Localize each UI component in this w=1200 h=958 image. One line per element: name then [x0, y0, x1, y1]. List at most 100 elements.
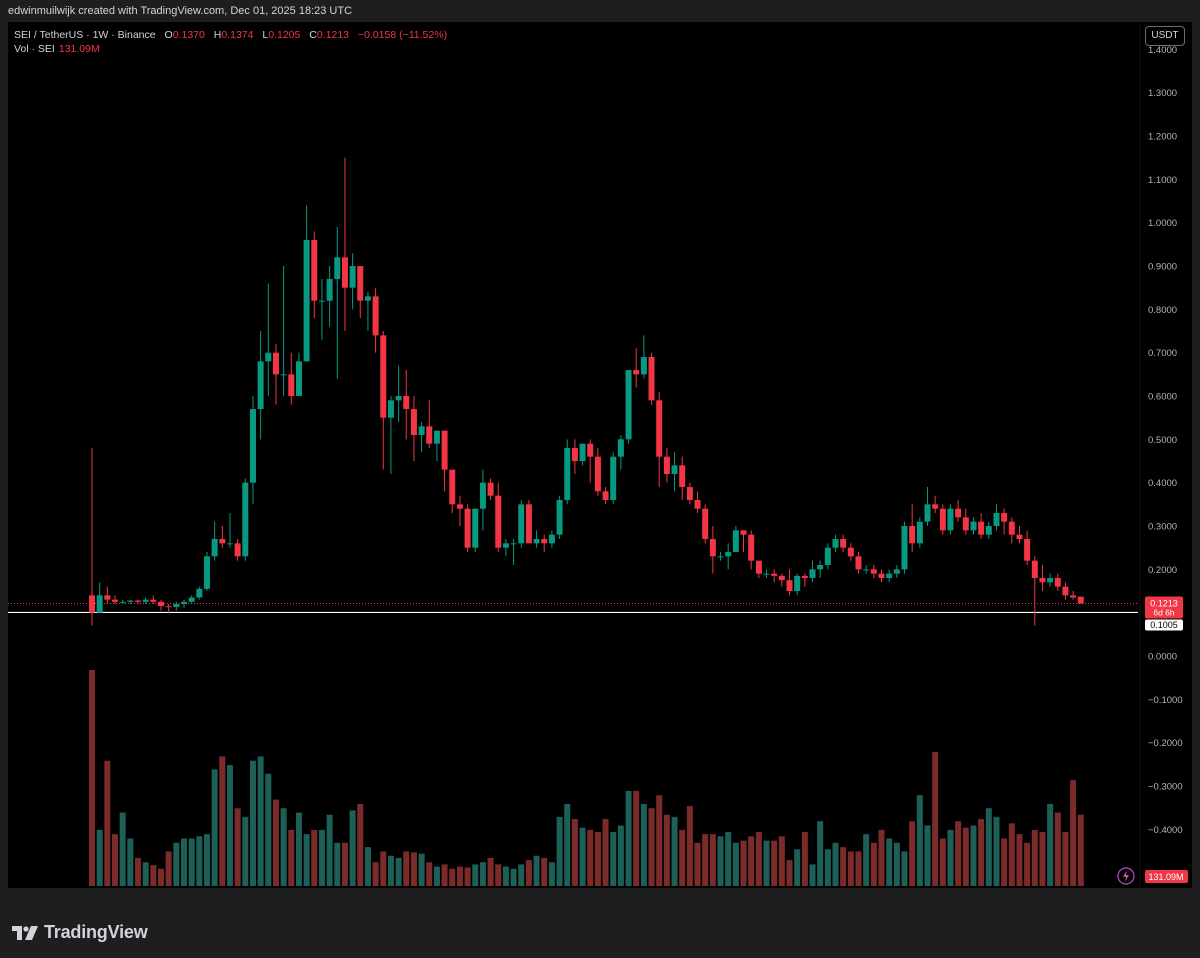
candle-body — [295, 361, 302, 397]
candle-body — [571, 448, 578, 462]
candle-body — [556, 500, 563, 535]
volume-bar — [380, 851, 387, 886]
volume-value: 131.09M — [58, 43, 100, 55]
volume-bar — [579, 827, 586, 886]
candle-body — [487, 482, 494, 496]
volume-bar — [748, 836, 755, 886]
volume-bar — [671, 816, 678, 886]
volume-bar — [219, 756, 226, 886]
candle-body — [334, 257, 341, 280]
volume-bar — [487, 857, 494, 886]
volume-bar — [993, 816, 1000, 886]
candle-body — [1070, 595, 1077, 598]
volume-bar — [96, 829, 103, 886]
volume-bar — [341, 842, 348, 886]
candle-body — [188, 597, 195, 602]
volume-bar — [441, 864, 448, 886]
volume-bar — [702, 834, 709, 886]
low-value: 0.1205 — [268, 29, 301, 41]
candle-body — [472, 508, 479, 548]
candle-body — [625, 370, 632, 440]
candle-body — [1047, 578, 1054, 583]
candle-body — [364, 296, 371, 301]
candle-body — [939, 508, 946, 531]
price-chart[interactable]: 1.4000 1.3000 1.2000 1.1000 1.0000 0.9000 0.80… — [8, 22, 1192, 888]
brand-text: TradingView — [44, 922, 148, 942]
volume-bar — [1062, 832, 1069, 886]
candle-body — [127, 600, 134, 602]
volume-bar — [732, 842, 739, 886]
symbol-label[interactable]: SEI / TetherUS · 1W · Binance — [14, 29, 156, 41]
volume-bar — [840, 847, 847, 886]
close-label: C — [309, 29, 317, 41]
volume-bar — [771, 840, 778, 886]
volume-bar — [112, 834, 118, 886]
volume-tag — [1145, 870, 1188, 883]
candle-body — [525, 504, 532, 544]
volume-bar — [157, 868, 164, 886]
volume-bar — [610, 832, 617, 886]
volume-bar — [1047, 803, 1054, 886]
candle-body — [671, 465, 678, 475]
candle-body — [303, 240, 310, 362]
volume-bar — [886, 838, 893, 886]
candle-body — [840, 539, 847, 548]
volume-bar — [1024, 842, 1031, 886]
volume-bar — [625, 790, 632, 886]
volume-bar — [863, 834, 870, 886]
candle-body — [962, 517, 969, 531]
candle-body — [372, 296, 379, 336]
candle-body — [801, 575, 808, 579]
volume-bar — [119, 812, 126, 886]
candle-body — [610, 456, 617, 501]
candle-body — [1077, 596, 1084, 604]
volume-bar — [188, 838, 195, 886]
candle-body — [548, 534, 555, 544]
candle-body — [663, 456, 670, 475]
candle-body — [1039, 578, 1046, 583]
volume-bar — [1070, 780, 1077, 886]
volume-bar — [533, 855, 540, 886]
candle-body — [771, 573, 778, 576]
candle-body — [809, 569, 816, 579]
candle-body — [242, 482, 249, 557]
candle-body — [855, 556, 862, 570]
y-axis-tick-label: 1.0000 — [1148, 218, 1177, 229]
candle-body — [403, 396, 410, 410]
volume-bar — [165, 851, 172, 886]
volume-bar — [893, 842, 900, 886]
candle-body — [380, 335, 387, 418]
y-axis-tick-label: 0.6000 — [1148, 392, 1177, 403]
volume-bar — [357, 803, 364, 886]
volume-bar — [426, 862, 433, 886]
volume-bar — [257, 756, 264, 886]
volume-bar — [832, 842, 839, 886]
y-axis-tick-label: 0.9000 — [1148, 262, 1177, 273]
candle-body — [318, 300, 325, 302]
candle-body — [970, 521, 977, 531]
volume-bar — [1001, 838, 1008, 886]
volume-bar — [1008, 823, 1015, 886]
y-axis-tick-label: 1.4000 — [1148, 45, 1177, 56]
volume-bar — [1039, 832, 1046, 886]
candle-body — [702, 508, 709, 540]
volume-bar — [617, 825, 624, 886]
volume-bar — [449, 868, 456, 886]
candle-body — [257, 361, 264, 410]
candle-body — [265, 352, 272, 362]
candle-body — [1008, 521, 1015, 535]
candle-body — [587, 443, 594, 457]
volume-bar — [755, 832, 762, 886]
candle-body — [640, 357, 647, 375]
volume-bar — [587, 829, 594, 886]
candle-body — [679, 465, 686, 488]
volume-bar — [594, 832, 601, 886]
current-price-tag — [1145, 596, 1183, 619]
volume-bar — [809, 864, 816, 886]
currency-button[interactable]: USDT — [1145, 26, 1185, 46]
legend-ohlc: SEI / TetherUS · 1W · Binance O0.1370 H0… — [14, 29, 447, 41]
candle-body — [924, 504, 931, 522]
volume-bar — [648, 808, 655, 886]
volume-label[interactable]: Vol · SEI — [14, 43, 55, 55]
chart-frame[interactable]: 1.4000 1.3000 1.2000 1.1000 1.0000 0.9000 0.80… — [8, 22, 1192, 888]
